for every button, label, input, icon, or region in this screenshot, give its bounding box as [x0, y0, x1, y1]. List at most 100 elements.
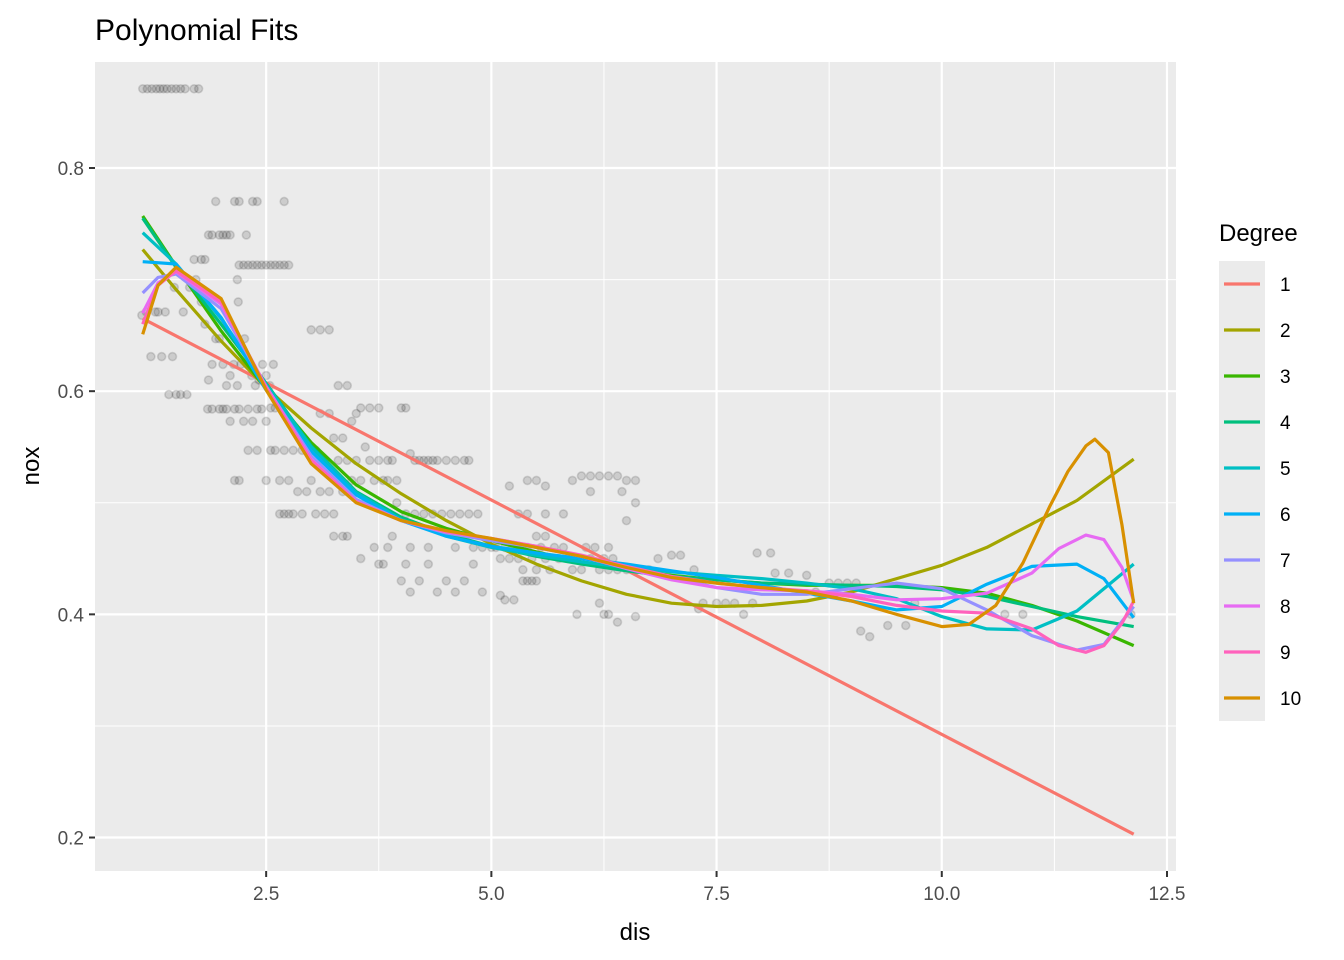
scatter-point	[193, 83, 204, 94]
scatter-point	[210, 196, 221, 207]
scatter-point	[369, 542, 380, 553]
scatter-point	[396, 403, 407, 413]
scatter-point	[594, 598, 605, 608]
scatter-point	[373, 559, 384, 569]
scatter-point	[274, 475, 285, 486]
scatter-point	[522, 475, 533, 486]
scatter-point	[221, 404, 232, 414]
scatter-point	[391, 475, 402, 486]
scatter-point	[257, 359, 268, 370]
y-tick-label: 0.4	[58, 605, 85, 626]
scatter-point	[355, 403, 366, 413]
scatter-point	[378, 559, 389, 569]
scatter-point	[599, 609, 609, 620]
scatter-point	[464, 455, 474, 466]
scatter-point	[653, 553, 663, 564]
scatter-point	[156, 351, 167, 362]
scatter-point	[229, 196, 240, 207]
scatter-point	[603, 471, 614, 481]
scatter-point	[518, 564, 528, 575]
scatter-point	[603, 542, 614, 553]
scatter-point	[617, 486, 627, 497]
scatter-point	[189, 83, 199, 94]
scatter-point	[283, 475, 294, 486]
legend: Degree 1 2 3 4 5 6 7 8 9 10	[1219, 220, 1301, 721]
scatter-point	[155, 83, 165, 94]
scatter-point	[178, 307, 189, 317]
scatter-point	[214, 404, 225, 414]
scatter-point	[414, 576, 425, 586]
scatter-point	[252, 260, 262, 270]
plot-panel	[95, 62, 1176, 871]
x-tick-label: 10.0	[923, 884, 960, 905]
scatter-point	[180, 83, 190, 94]
scatter-point	[256, 260, 267, 270]
scatter-point	[175, 389, 186, 400]
legend-label: 5	[1280, 459, 1291, 480]
legend-label: 4	[1280, 413, 1291, 434]
scatter-point	[256, 404, 267, 414]
scatter-point	[342, 380, 353, 391]
scatter-point	[218, 230, 228, 240]
scatter-point	[301, 486, 312, 497]
scatter-point	[405, 587, 416, 597]
scatter-point	[142, 83, 153, 94]
scatter-point	[423, 559, 434, 569]
scatter-point	[247, 260, 258, 270]
scatter-point	[315, 486, 326, 497]
legend-title: Degree	[1219, 220, 1298, 247]
scatter-point	[396, 576, 407, 586]
scatter-point	[360, 442, 371, 452]
scatter-point	[765, 548, 776, 558]
scatter-point	[238, 260, 249, 270]
scatter-point	[567, 475, 578, 486]
scatter-point	[328, 433, 339, 443]
scatter-point	[783, 568, 794, 578]
scatter-point	[207, 359, 217, 370]
scatter-point	[504, 553, 515, 564]
scatter-point	[531, 576, 542, 586]
scatter-point	[225, 370, 235, 381]
scatter-point	[585, 471, 596, 481]
grid-minor	[95, 55, 1176, 871]
scatter-point	[283, 260, 294, 270]
scatter-point	[364, 403, 375, 413]
scatter-point	[432, 455, 443, 466]
scatter-point	[328, 531, 339, 542]
scatter-point	[203, 230, 214, 240]
scatter-point	[337, 531, 348, 542]
scatter-point	[221, 230, 232, 240]
scatter-point	[346, 416, 357, 427]
scatter-point	[423, 542, 434, 553]
scatter-point	[509, 595, 519, 605]
scatter-point	[306, 325, 317, 335]
scatter-point	[630, 497, 641, 508]
scatter-point	[455, 509, 465, 519]
scatter-point	[364, 455, 375, 466]
scatter-point	[207, 230, 217, 240]
scatter-point	[270, 445, 280, 456]
scatter-point	[387, 455, 398, 466]
scatter-point	[337, 433, 348, 443]
scatter-point	[576, 564, 587, 575]
scatter-point	[441, 576, 452, 586]
series-line-2	[141, 248, 1135, 609]
scatter-point	[333, 455, 344, 466]
x-axis-title: dis	[620, 919, 651, 946]
scatter-point	[279, 445, 289, 456]
scatter-point	[324, 486, 335, 497]
x-tick-label: 7.5	[703, 884, 729, 905]
scatter-point	[612, 617, 623, 627]
scatter-point	[459, 576, 470, 586]
scatter-point	[432, 587, 443, 597]
scatter-point	[558, 509, 569, 519]
scatter-point	[232, 380, 243, 391]
scatter-point	[675, 550, 686, 561]
scatter-point	[297, 509, 307, 519]
scatter-point	[232, 274, 243, 285]
scatter-point	[585, 486, 596, 497]
scatter-point	[229, 475, 240, 486]
scatter-point	[567, 564, 578, 575]
scatter-point	[288, 509, 298, 519]
